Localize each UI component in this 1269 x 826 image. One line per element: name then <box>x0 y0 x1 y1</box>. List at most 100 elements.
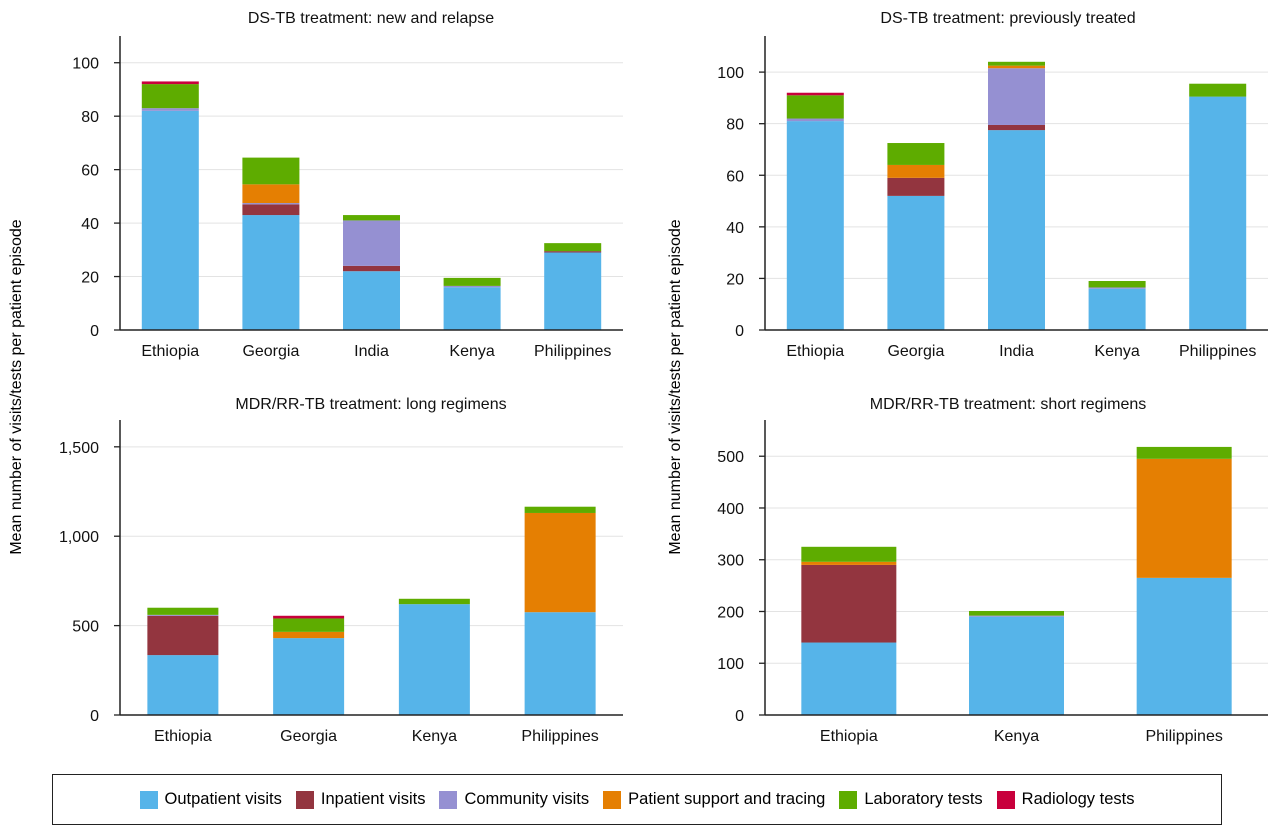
x-tick-label: Georgia <box>280 728 337 745</box>
bar-ethiopia-community-visits <box>786 118 844 122</box>
bar-philippines-inpatient-visits <box>544 251 602 253</box>
chart-panel-3: MDR/RR-TB treatment: long regimens 0 500 1,… <box>59 396 623 745</box>
bar-georgia-outpatient-visits <box>273 638 345 715</box>
legend-label: Outpatient visits <box>164 790 282 808</box>
x-tick-label: India <box>999 343 1034 360</box>
bar-ethiopia-laboratory-tests <box>786 95 844 119</box>
y-tick-label: 1,500 <box>59 440 99 457</box>
bar-philippines-laboratory-tests <box>1189 83 1247 97</box>
legend-swatch <box>295 790 314 809</box>
y-tick-label: 100 <box>717 656 744 673</box>
bar-georgia-patient-support-and-tracing <box>887 164 945 178</box>
legend-swatch <box>439 790 458 809</box>
x-tick-label: Ethiopia <box>786 343 844 360</box>
y-tick-label: 1,000 <box>59 529 99 546</box>
bar-ethiopia-outpatient-visits <box>147 655 219 715</box>
legend-swatch <box>996 790 1015 809</box>
chart-panel-1: DS-TB treatment: new and relapse 0 20 40 60 8… <box>72 10 623 360</box>
chart-title: DS-TB treatment: previously treated <box>880 10 1135 27</box>
y-tick-label: 0 <box>90 323 99 340</box>
bar-india-laboratory-tests <box>988 61 1045 66</box>
bar-philippines-patient-support-and-tracing <box>1136 458 1232 578</box>
legend: Outpatient visits Inpatient visits Communi… <box>52 774 1222 825</box>
chart-title: DS-TB treatment: new and relapse <box>248 10 494 27</box>
bar-philippines-laboratory-tests <box>524 506 596 513</box>
legend-item-community-visits: Community visits <box>439 790 589 809</box>
bar-ethiopia-outpatient-visits <box>141 110 199 330</box>
legend-swatch <box>839 790 858 809</box>
y-tick-label: 100 <box>717 65 744 82</box>
legend-label: Inpatient visits <box>320 790 426 808</box>
y-tick-label: 20 <box>726 271 744 288</box>
x-tick-label: India <box>354 343 389 360</box>
bar-ethiopia-outpatient-visits <box>786 121 844 331</box>
y-tick-label: 100 <box>72 56 99 73</box>
chart-panel-4: MDR/RR-TB treatment: short regimens 0 100 2… <box>717 396 1268 745</box>
legend-label: Patient support and tracing <box>628 790 826 808</box>
legend-swatch <box>603 790 622 809</box>
x-tick-label: Kenya <box>449 343 494 360</box>
y-tick-label: 500 <box>72 619 99 636</box>
bar-kenya-community-visits <box>1088 287 1146 289</box>
bar-kenya-outpatient-visits <box>443 287 501 330</box>
bar-philippines-patient-support-and-tracing <box>524 512 596 613</box>
bar-kenya-community-visits <box>443 285 501 288</box>
x-tick-label: Georgia <box>887 343 944 360</box>
bar-ethiopia-inpatient-visits <box>147 615 219 656</box>
x-tick-label: Philippines <box>534 343 611 360</box>
bar-georgia-patient-support-and-tracing <box>273 631 345 639</box>
y-tick-label: 40 <box>81 216 99 233</box>
bar-ethiopia-inpatient-visits <box>801 564 897 643</box>
bar-georgia-inpatient-visits <box>887 177 945 196</box>
y-tick-label: 60 <box>726 168 744 185</box>
x-tick-label: Kenya <box>1094 343 1139 360</box>
legend-item-radiology-tests: Radiology tests <box>996 790 1135 809</box>
y-tick-label: 0 <box>735 708 744 725</box>
bar-philippines-laboratory-tests <box>544 243 602 252</box>
legend-item-patient-support-and-tracing: Patient support and tracing <box>603 790 825 809</box>
y-tick-label: 300 <box>717 553 744 570</box>
bar-philippines-laboratory-tests <box>1136 446 1232 459</box>
bar-ethiopia-laboratory-tests <box>801 546 897 562</box>
bar-kenya-laboratory-tests <box>969 610 1064 616</box>
bar-philippines-outpatient-visits <box>544 252 602 330</box>
bar-ethiopia-laboratory-tests <box>147 607 219 615</box>
bar-india-inpatient-visits <box>988 124 1045 131</box>
legend-label: Laboratory tests <box>864 790 983 808</box>
bar-kenya-outpatient-visits <box>1088 288 1146 330</box>
bar-ethiopia-outpatient-visits <box>801 642 897 715</box>
legend-item-outpatient-visits: Outpatient visits <box>139 790 282 809</box>
bar-georgia-inpatient-visits <box>242 204 300 216</box>
legend-swatch <box>139 790 158 809</box>
x-tick-label: Georgia <box>242 343 299 360</box>
bar-georgia-outpatient-visits <box>242 215 300 330</box>
bar-india-patient-support-and-tracing <box>988 65 1045 69</box>
chart-title: MDR/RR-TB treatment: short regimens <box>870 396 1147 413</box>
legend-item-laboratory-tests: Laboratory tests <box>839 790 983 809</box>
x-tick-label: Kenya <box>412 728 457 745</box>
bar-ethiopia-community-visits <box>147 614 219 616</box>
y-tick-label: 0 <box>735 323 744 340</box>
x-tick-label: Ethiopia <box>154 728 212 745</box>
x-tick-label: Ethiopia <box>141 343 199 360</box>
bar-kenya-outpatient-visits <box>969 616 1064 715</box>
y-tick-label: 400 <box>717 501 744 518</box>
x-tick-label: Kenya <box>994 728 1039 745</box>
chart-title: MDR/RR-TB treatment: long regimens <box>235 396 506 413</box>
x-tick-label: Ethiopia <box>820 728 878 745</box>
bar-philippines-outpatient-visits <box>1136 577 1232 715</box>
bar-georgia-radiology-tests <box>273 615 345 619</box>
legend-label: Radiology tests <box>1021 790 1135 808</box>
y-tick-label: 0 <box>90 708 99 725</box>
bar-india-laboratory-tests <box>343 215 400 221</box>
y-tick-label: 80 <box>726 117 744 134</box>
bar-georgia-outpatient-visits <box>887 195 945 330</box>
bar-philippines-outpatient-visits <box>524 612 596 715</box>
bar-philippines-outpatient-visits <box>1189 96 1247 331</box>
bar-georgia-community-visits <box>242 203 300 205</box>
bar-india-inpatient-visits <box>343 265 400 272</box>
y-axis-label-right: Mean number of visits/tests per patient … <box>667 219 684 555</box>
bar-kenya-community-visits <box>969 615 1064 617</box>
bar-georgia-patient-support-and-tracing <box>242 184 300 204</box>
